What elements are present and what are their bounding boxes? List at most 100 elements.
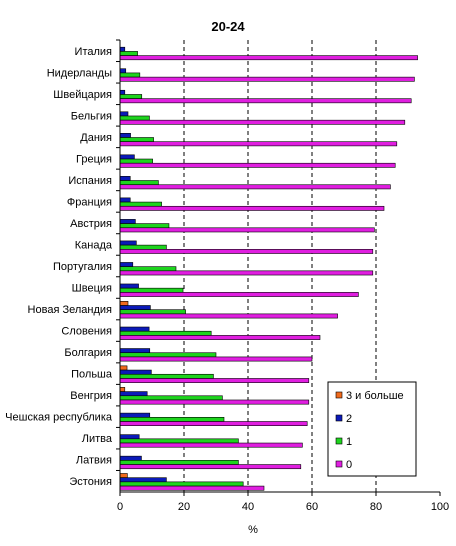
bar-5-2 (119, 158, 153, 164)
category-label-5: Греция (76, 153, 112, 165)
category-label-10: Португалия (53, 261, 112, 273)
bar-6-3 (119, 184, 391, 190)
legend-label-0: 3 и больше (346, 390, 404, 402)
bar-13-1 (119, 326, 150, 332)
legend-swatch-0 (335, 391, 343, 399)
category-label-18: Литва (82, 433, 113, 445)
bar-0-3 (119, 55, 418, 61)
bar-16-2 (119, 395, 223, 401)
bar-3-1 (119, 111, 129, 117)
bar-0-2 (119, 51, 138, 56)
category-label-17: Чешская республика (5, 412, 113, 424)
bar-15-0 (119, 365, 128, 371)
bar-16-3 (119, 399, 310, 405)
bar-4-3 (119, 141, 398, 147)
bar-19-1 (119, 455, 142, 461)
bar-2-3 (119, 98, 412, 104)
bar-3-3 (119, 119, 406, 125)
bar-11-2 (119, 287, 184, 293)
bar-15-3 (119, 378, 310, 383)
bar-0-1 (119, 46, 126, 52)
category-label-7: Франция (67, 196, 112, 208)
bar-12-0 (119, 300, 129, 306)
bar-17-3 (119, 421, 308, 426)
category-label-11: Швеция (72, 283, 112, 295)
bar-10-2 (119, 266, 177, 272)
legend-label-3: 0 (346, 459, 352, 471)
bar-5-3 (119, 162, 396, 168)
bar-20-2 (119, 481, 244, 487)
bar-15-2 (119, 373, 214, 379)
bar-7-3 (119, 205, 385, 211)
category-label-12: Новая Зеландия (28, 304, 112, 316)
bar-17-2 (119, 416, 225, 422)
x-axis-label: % (248, 524, 258, 536)
bar-2-1 (119, 89, 126, 95)
category-label-1: Нидерланды (47, 67, 112, 79)
bar-7-2 (119, 201, 162, 207)
bar-1-2 (119, 72, 141, 78)
bar-20-3 (119, 485, 265, 491)
category-label-2: Швейцария (53, 89, 112, 101)
x-tick-label-80: 80 (370, 501, 382, 513)
category-label-13: Словения (61, 326, 112, 338)
bar-14-3 (119, 356, 313, 362)
x-tick-label-0: 0 (117, 501, 123, 513)
category-label-16: Венгрия (70, 390, 112, 402)
bar-3-2 (119, 115, 150, 121)
category-label-15: Польша (71, 369, 113, 381)
x-tick-label-100: 100 (431, 501, 449, 513)
category-label-14: Болгария (64, 347, 112, 359)
bar-6-2 (119, 180, 159, 186)
bar-16-1 (119, 391, 148, 397)
bar-11-3 (119, 292, 359, 297)
bar-19-3 (119, 464, 302, 470)
bar-20-0 (119, 473, 128, 478)
x-tick-label-60: 60 (306, 501, 318, 513)
bar-2-2 (119, 94, 143, 99)
bar-13-2 (119, 330, 212, 336)
bar-13-3 (119, 335, 321, 340)
bar-20-1 (119, 477, 167, 483)
bar-16-0 (119, 387, 126, 392)
bar-9-2 (119, 244, 167, 250)
category-label-19: Латвия (76, 455, 112, 467)
legend-box (327, 381, 417, 477)
bar-7-1 (119, 197, 131, 203)
bar-9-1 (119, 240, 137, 246)
bar-18-1 (119, 434, 140, 440)
bar-15-1 (119, 369, 152, 375)
legend-swatch-1 (335, 414, 343, 422)
bar-14-2 (119, 352, 217, 358)
bar-1-1 (119, 68, 127, 74)
bar-11-1 (119, 283, 139, 289)
bar-8-2 (119, 223, 170, 229)
legend-label-1: 2 (346, 413, 352, 425)
bar-12-1 (119, 305, 151, 310)
category-label-20: Эстония (69, 476, 112, 488)
bar-17-1 (119, 412, 151, 418)
bar-4-1 (119, 133, 131, 138)
legend-label-2: 1 (346, 436, 352, 448)
bar-6-1 (119, 176, 131, 181)
bar-14-1 (119, 348, 151, 354)
bar-5-1 (119, 154, 135, 160)
category-label-6: Испания (68, 175, 112, 187)
bar-10-1 (119, 262, 134, 267)
chart-title: 20-24 (211, 19, 245, 34)
category-label-0: Италия (75, 46, 113, 58)
category-label-9: Канада (75, 239, 113, 251)
category-label-4: Дания (80, 132, 112, 144)
bar-1-3 (119, 76, 415, 82)
bar-12-2 (119, 309, 186, 315)
category-label-8: Австрия (70, 218, 112, 230)
bar-8-3 (119, 227, 375, 233)
x-tick-label-40: 40 (242, 501, 254, 513)
bar-19-2 (119, 460, 239, 465)
x-tick-label-20: 20 (178, 501, 190, 513)
bar-18-2 (119, 438, 239, 444)
bar-4-2 (119, 137, 154, 142)
bar-9-3 (119, 249, 374, 254)
legend-swatch-2 (335, 437, 343, 445)
